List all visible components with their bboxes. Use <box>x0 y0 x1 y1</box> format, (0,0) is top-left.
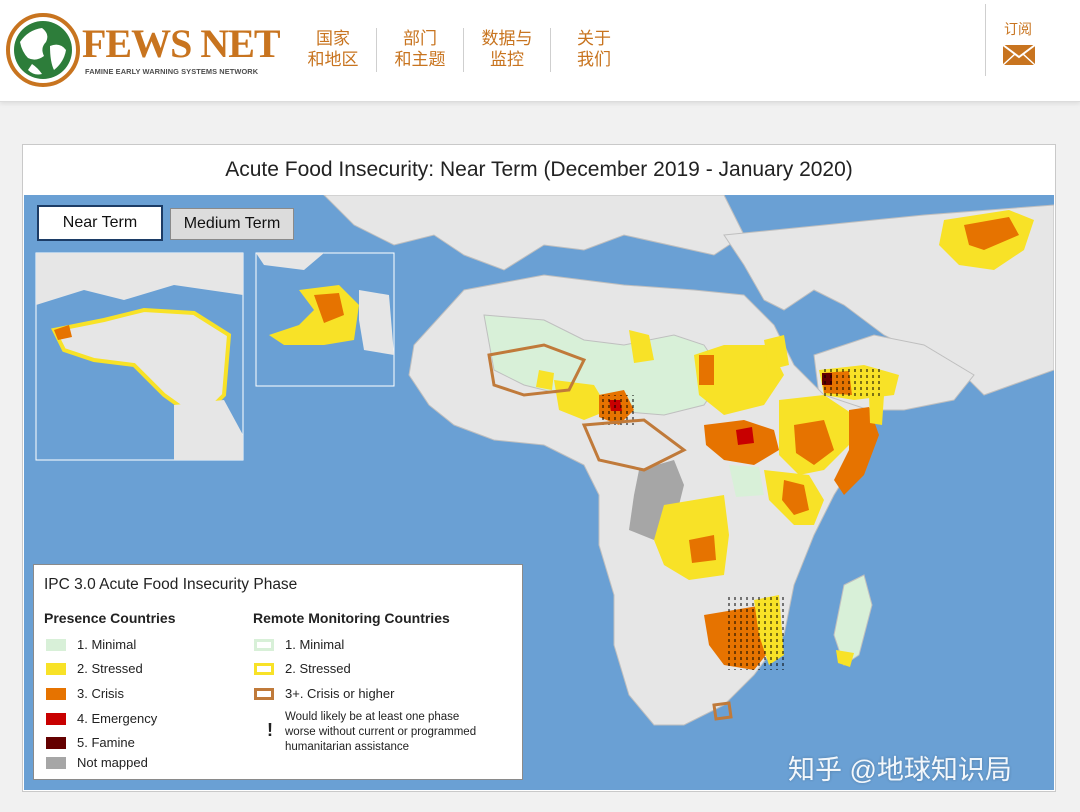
legend-label: 4. Emergency <box>77 711 158 726</box>
tab-medium-term[interactable]: Medium Term <box>170 208 294 240</box>
legend-label: Not mapped <box>77 755 148 770</box>
assistance-symbol: ! <box>267 720 273 740</box>
map-legend: IPC 3.0 Acute Food Insecurity Phase Pres… <box>33 564 523 780</box>
fews-net-logo[interactable]: FEWS NET FAMINE EARLY WARNING SYSTEMS NE… <box>6 12 281 88</box>
swatch-minimal <box>46 639 66 651</box>
note-line: Would likely be at least one phase <box>285 711 460 723</box>
south-sudan-emergency <box>736 427 754 445</box>
nav-data-monitoring[interactable]: 数据与 监控 <box>464 28 551 72</box>
yemen-assistance-hatch <box>822 367 882 397</box>
niger-stressed <box>629 330 654 363</box>
legend-item-not-mapped: Not mapped <box>46 755 148 771</box>
legend-label: 3+. Crisis or higher <box>285 686 395 701</box>
legend-item-crisis: 3. Crisis <box>46 686 124 702</box>
madagascar-stressed <box>836 650 854 667</box>
sudan-stressed <box>694 345 784 415</box>
globe-icon <box>6 13 80 87</box>
legend-label: 3. Crisis <box>77 686 124 701</box>
envelope-icon <box>1002 44 1036 66</box>
legend-item-minimal: 1. Minimal <box>46 637 136 653</box>
logo-title: FEWS NET <box>82 21 281 66</box>
food-insecurity-map[interactable]: Near Term Medium Term IPC 3.0 Acute Food… <box>24 195 1054 790</box>
site-header: FEWS NET FAMINE EARLY WARNING SYSTEMS NE… <box>0 0 1080 102</box>
legend-label: 1. Minimal <box>77 637 137 652</box>
legend-item-famine: 5. Famine <box>46 735 135 751</box>
nav-label-line2: 监控 <box>490 50 524 69</box>
nav-sectors-topics[interactable]: 部门 和主题 <box>377 28 464 72</box>
nav-label-line1: 数据与 <box>481 29 533 48</box>
swatch-not-mapped <box>46 757 66 769</box>
swatch-emergency <box>46 713 66 725</box>
kenya-crisis <box>782 480 809 515</box>
assistance-note: Would likely be at least one phase worse… <box>285 710 515 755</box>
subscribe-label: 订阅 <box>1004 21 1032 37</box>
swatch-famine <box>46 737 66 749</box>
legend-title: IPC 3.0 Acute Food Insecurity Phase <box>44 576 298 593</box>
nav-label-line2: 和地区 <box>307 50 359 69</box>
legend-item-stressed: 2. Stressed <box>46 661 143 677</box>
drc-crisis <box>689 535 716 563</box>
note-line: worse without current or programmed <box>285 726 477 738</box>
haiti-inset <box>255 252 395 387</box>
ethiopia-crisis <box>794 420 834 465</box>
nav-label-line1: 国家 <box>316 29 350 48</box>
eastern-sudan-stressed <box>764 335 789 370</box>
legend-item-remote-crisis: 3+. Crisis or higher <box>254 686 394 702</box>
remote-heading: Remote Monitoring Countries <box>253 610 450 626</box>
southern-africa-assistance-hatch <box>724 595 784 670</box>
swatch-remote-stressed <box>254 663 274 675</box>
note-line: humanitarian assistance <box>285 741 410 753</box>
map-title: Acute Food Insecurity: Near Term (Decemb… <box>225 158 853 181</box>
map-panel: Acute Food Insecurity: Near Term (Decemb… <box>22 144 1056 792</box>
legend-label: 2. Stressed <box>77 661 143 676</box>
legend-item-emergency: 4. Emergency <box>46 711 157 727</box>
map-canvas <box>24 195 1054 790</box>
nav-about-us[interactable]: 关于 我们 <box>551 28 637 72</box>
somalia-crisis <box>834 407 879 495</box>
zhihu-watermark: 知乎 @地球知识局 <box>788 755 1012 785</box>
swatch-stressed <box>46 663 66 675</box>
central-america-inset <box>35 252 244 461</box>
nav-label-line2: 和主题 <box>394 50 446 69</box>
legend-label: 5. Famine <box>77 735 135 750</box>
subscribe-button[interactable]: 订阅 <box>985 4 1080 76</box>
legend-label: 2. Stressed <box>285 661 351 676</box>
mali-stressed <box>536 370 554 390</box>
presence-heading: Presence Countries <box>44 610 176 626</box>
nav-countries-regions[interactable]: 国家 和地区 <box>290 28 377 72</box>
nav-label-line1: 关于 <box>577 29 611 48</box>
legend-item-remote-minimal: 1. Minimal <box>254 637 344 653</box>
uganda-minimal <box>729 465 764 497</box>
lesotho-remote-crisis <box>712 701 733 721</box>
swatch-remote-crisis <box>254 688 274 700</box>
swatch-crisis <box>46 688 66 700</box>
tab-near-term[interactable]: Near Term <box>37 205 163 241</box>
remote-west-africa-outline <box>487 343 587 397</box>
afghanistan-crisis <box>964 217 1019 250</box>
main-nav: 国家 和地区 部门 和主题 数据与 监控 关于 我们 <box>290 28 637 72</box>
logo-subtitle: FAMINE EARLY WARNING SYSTEMS NETWORK <box>85 67 259 76</box>
somalia-stressed <box>869 395 884 425</box>
nav-label-line1: 部门 <box>403 29 437 48</box>
swatch-remote-minimal <box>254 639 274 651</box>
legend-label: 1. Minimal <box>285 637 345 652</box>
nav-label-line2: 我们 <box>577 50 611 69</box>
legend-item-remote-stressed: 2. Stressed <box>254 661 351 677</box>
remote-cameroon-outline <box>581 418 687 472</box>
madagascar <box>833 574 873 666</box>
darfur-crisis <box>699 355 714 385</box>
